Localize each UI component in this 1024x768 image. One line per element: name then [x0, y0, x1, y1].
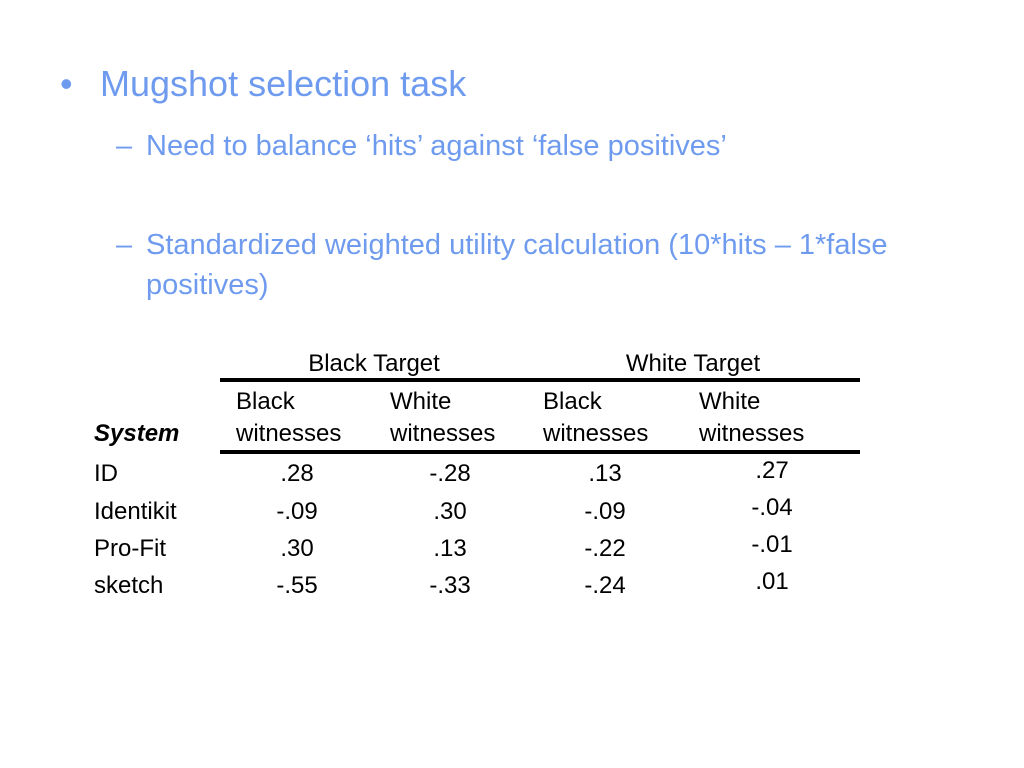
table-cell: -.24: [584, 572, 626, 599]
col-header-2-line2: witnesses: [390, 420, 496, 447]
table-cell: -.28: [429, 460, 471, 487]
stub-header-system: System: [94, 420, 180, 447]
table-cell: .01: [755, 568, 789, 595]
sub-dash: –: [116, 130, 133, 162]
table-header-rule: [220, 450, 860, 454]
col-header-2-line1: White: [390, 388, 452, 415]
bullet-dot: •: [60, 63, 73, 104]
row-label: ID: [94, 460, 118, 487]
col-header-4-line1: White: [699, 388, 761, 415]
col-header-1-line1: Black: [236, 388, 295, 415]
group-header-white-target: White Target: [625, 350, 761, 377]
col-header-1-line2: witnesses: [236, 420, 342, 447]
sub-bullet-2-text: Standardized weighted utility calculatio…: [146, 229, 888, 301]
row-label: Pro-Fit: [94, 535, 166, 562]
table-cell: .13: [588, 460, 622, 487]
table-cell: .27: [755, 457, 789, 484]
slide-title: Mugshot selection task: [100, 63, 467, 104]
table-cell: -.33: [429, 572, 471, 599]
row-label: sketch: [94, 572, 164, 599]
group-header-black-target: Black Target: [308, 350, 440, 377]
table-cell: -.09: [276, 498, 318, 525]
col-header-4-line2: witnesses: [699, 420, 805, 447]
main-bullet: • Mugshot selection task: [60, 62, 466, 106]
row-label: Identikit: [94, 498, 177, 525]
table-cell: .30: [433, 498, 467, 525]
sub-bullet-1-text: Need to balance ‘hits’ against ‘false po…: [146, 130, 727, 162]
table-cell: .30: [280, 535, 314, 562]
col-header-3-line2: witnesses: [543, 420, 649, 447]
table-cell: -.01: [751, 531, 793, 558]
table-cell: -.04: [751, 494, 793, 521]
table-cell: .13: [433, 535, 467, 562]
sub-bullet-1: – Need to balance ‘hits’ against ‘false p…: [116, 126, 727, 166]
table-cell: -.55: [276, 572, 318, 599]
table-cell: -.09: [584, 498, 626, 525]
table-top-rule: [220, 378, 860, 382]
col-header-3-line1: Black: [543, 388, 602, 415]
sub-dash: –: [116, 229, 133, 261]
sub-bullet-2: – Standardized weighted utility calculati…: [116, 225, 916, 305]
table-cell: -.22: [584, 535, 626, 562]
table-cell: .28: [280, 460, 314, 487]
